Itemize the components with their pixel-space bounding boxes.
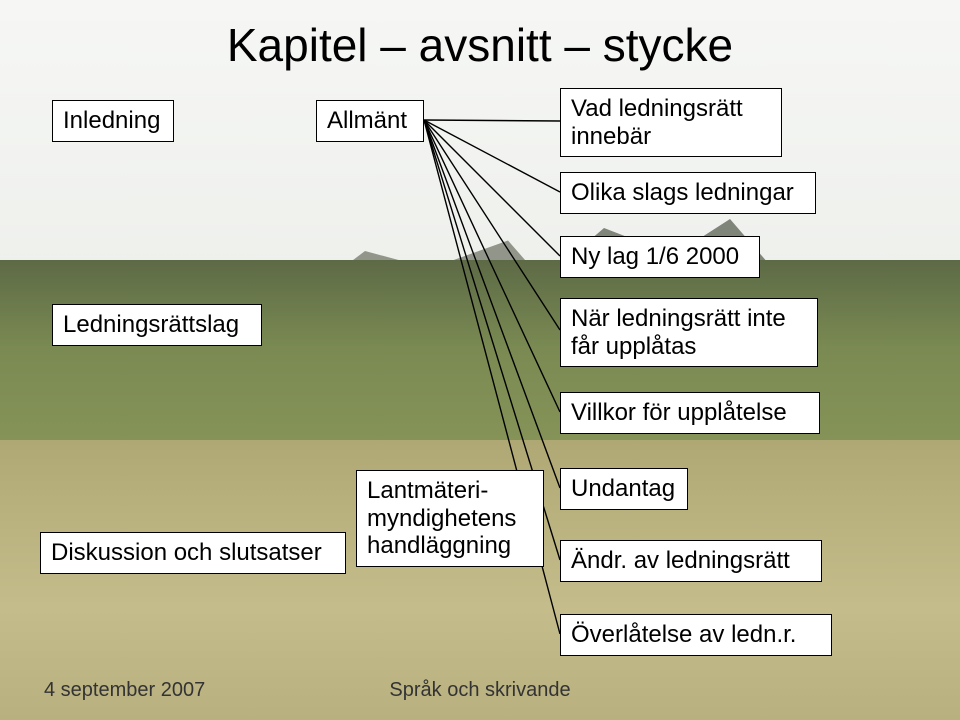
footer-center: Språk och skrivande — [0, 679, 960, 702]
node-overlatelse: Överlåtelse av ledn.r. — [560, 614, 832, 656]
node-lantmateri: Lantmäteri- myndighetens handläggning — [356, 470, 544, 567]
node-vad-ledningsratt: Vad ledningsrätt innebär — [560, 88, 782, 157]
node-undantag: Undantag — [560, 468, 688, 510]
node-ny-lag: Ny lag 1/6 2000 — [560, 236, 760, 278]
node-nar-inte: När ledningsrätt inte får upplåtas — [560, 298, 818, 367]
node-andr: Ändr. av ledningsrätt — [560, 540, 822, 582]
node-villkor: Villkor för upplåtelse — [560, 392, 820, 434]
node-olika-slags: Olika slags ledningar — [560, 172, 816, 214]
node-ledningsrattslag: Ledningsrättslag — [52, 304, 262, 346]
node-diskussion: Diskussion och slutsatser — [40, 532, 346, 574]
page-title: Kapitel – avsnitt – stycke — [0, 18, 960, 72]
diagram-stage: Kapitel – avsnitt – stycke Inledning All… — [0, 0, 960, 720]
node-allmant: Allmänt — [316, 100, 424, 142]
node-inledning: Inledning — [52, 100, 174, 142]
